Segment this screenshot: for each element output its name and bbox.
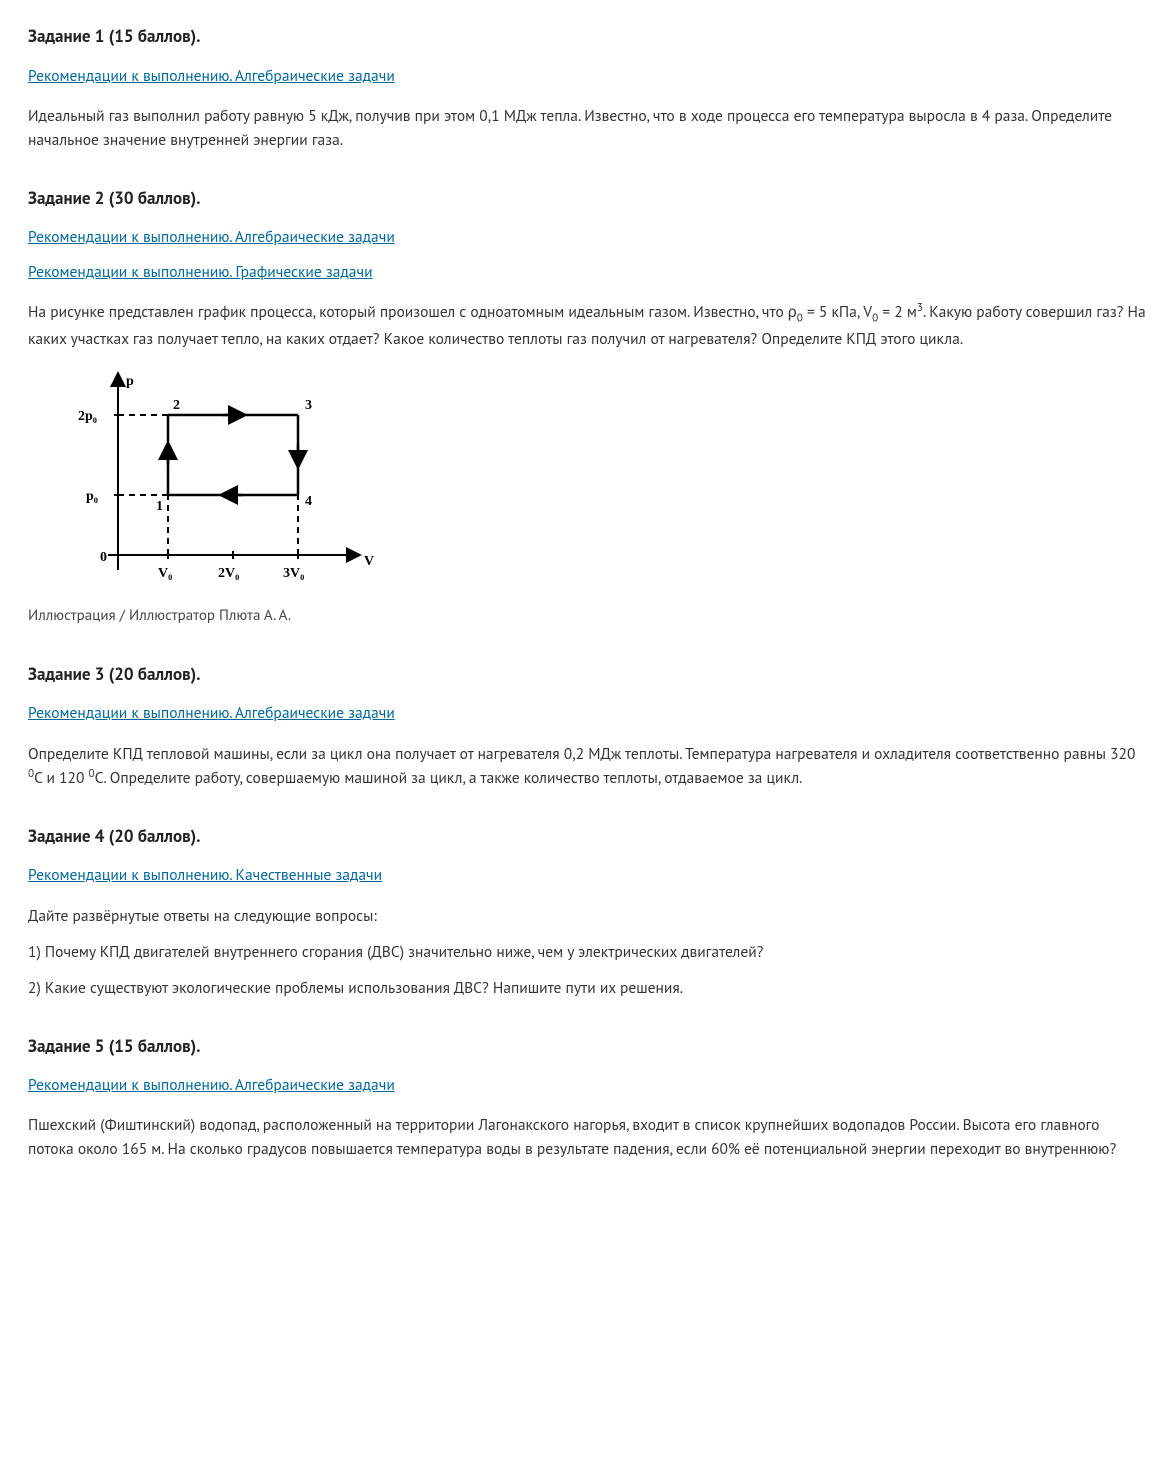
task-1: Задание 1 (15 баллов). Рекомендации к вы…: [28, 24, 1148, 152]
svg-text:V₀: V₀: [158, 566, 172, 581]
svg-text:2V₀: 2V₀: [218, 566, 239, 581]
svg-text:1: 1: [156, 499, 163, 514]
task-4: Задание 4 (20 баллов). Рекомендации к вы…: [28, 824, 1148, 1000]
task-5: Задание 5 (15 баллов). Рекомендации к вы…: [28, 1034, 1148, 1162]
task-2-body-pre: На рисунке представлен график процесса, …: [28, 302, 788, 322]
task-3-body: Определите КПД тепловой машины, если за …: [28, 742, 1148, 790]
svg-text:2p₀: 2p₀: [78, 409, 97, 424]
svg-text:V: V: [364, 554, 374, 569]
task-1-body: Идеальный газ выполнил работу равную 5 к…: [28, 104, 1148, 152]
task-2-caption: Иллюстрация / Иллюстратор Плюта А. А.: [28, 605, 1148, 628]
task-2-diagram: 1 2 3 4 p V 0 p₀ 2p₀ V₀ 2V₀ 3V₀: [28, 365, 1148, 595]
task-3-body-post: С. Определите работу, совершаемую машино…: [95, 768, 803, 788]
task-4-intro: Дайте развёрнутые ответы на следующие во…: [28, 904, 1148, 928]
svg-text:3: 3: [305, 398, 312, 413]
pv-diagram-svg: 1 2 3 4 p V 0 p₀ 2p₀ V₀ 2V₀ 3V₀: [28, 365, 388, 595]
task-2-body-mid1: = 5 кПа,: [803, 302, 863, 322]
task-2-body-mid2: = 2 м: [878, 302, 917, 322]
task-4-title: Задание 4 (20 баллов).: [28, 824, 1148, 850]
task-3-link-algebraic[interactable]: Рекомендации к выполнению. Алгебраически…: [28, 702, 395, 725]
svg-text:3V₀: 3V₀: [283, 566, 304, 581]
task-2-body: На рисунке представлен график процесса, …: [28, 300, 1148, 352]
task-2: Задание 2 (30 баллов). Рекомендации к вы…: [28, 186, 1148, 628]
svg-text:4: 4: [305, 494, 312, 509]
svg-text:p: p: [126, 374, 134, 389]
task-3-title: Задание 3 (20 баллов).: [28, 662, 1148, 688]
task-5-link-algebraic[interactable]: Рекомендации к выполнению. Алгебраически…: [28, 1074, 395, 1097]
task-5-body: Пшехский (Фиштинский) водопад, расположе…: [28, 1113, 1148, 1161]
task-3: Задание 3 (20 баллов). Рекомендации к вы…: [28, 662, 1148, 790]
svg-text:p₀: p₀: [86, 489, 98, 504]
task-3-body-pre: Определите КПД тепловой машины, если за …: [28, 744, 1135, 764]
task-5-title: Задание 5 (15 баллов).: [28, 1034, 1148, 1060]
task-2-title: Задание 2 (30 баллов).: [28, 186, 1148, 212]
task-3-body-mid: С и 120: [34, 768, 88, 788]
task-4-q2: 2) Какие существуют экологические пробле…: [28, 976, 1148, 1000]
task-4-link-qualitative[interactable]: Рекомендации к выполнению. Качественные …: [28, 864, 382, 887]
task-1-title: Задание 1 (15 баллов).: [28, 24, 1148, 50]
task-2-link-algebraic[interactable]: Рекомендации к выполнению. Алгебраически…: [28, 226, 395, 249]
svg-text:0: 0: [100, 550, 107, 565]
svg-text:2: 2: [173, 398, 180, 413]
task-4-q1: 1) Почему КПД двигателей внутреннего сго…: [28, 940, 1148, 964]
task-2-link-graphic[interactable]: Рекомендации к выполнению. Графические з…: [28, 261, 373, 284]
task-1-link-algebraic[interactable]: Рекомендации к выполнению. Алгебраически…: [28, 65, 395, 88]
